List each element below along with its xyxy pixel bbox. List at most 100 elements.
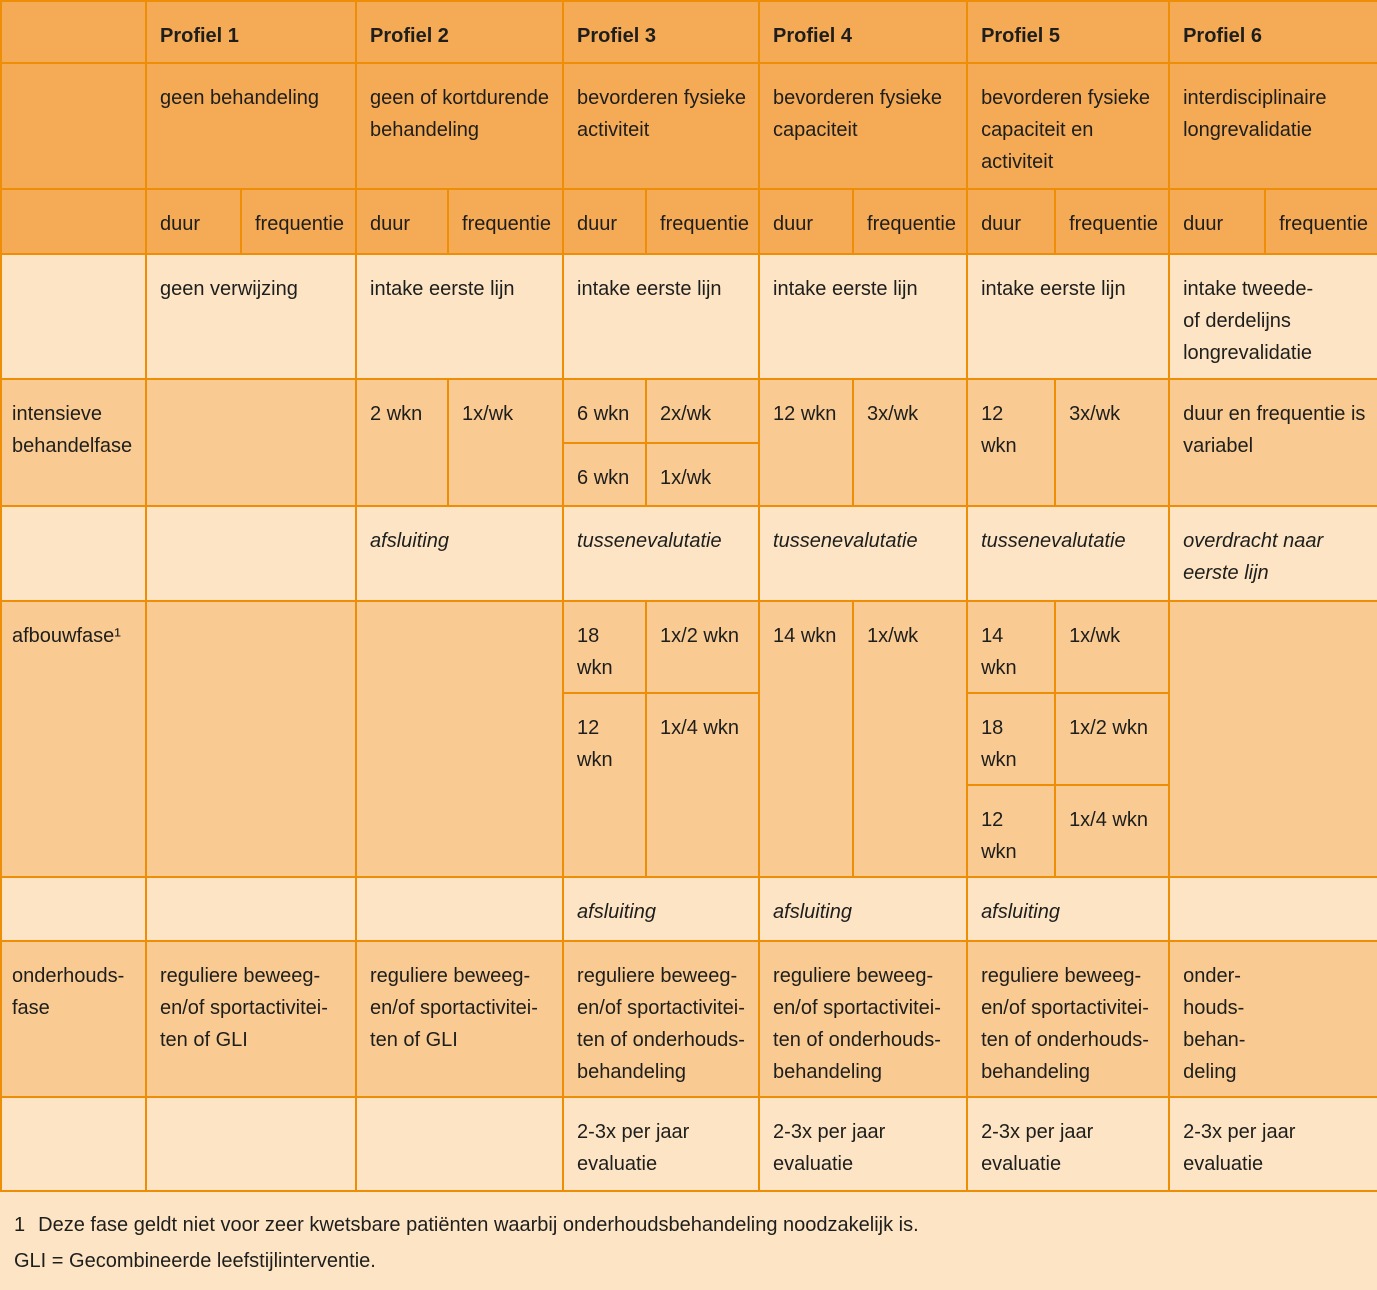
row-jaarlijkse-evaluatie: 2-3x per jaar evaluatie 2-3x per jaar ev… bbox=[0, 1096, 1377, 1192]
p3-intensief-frequentie-2: 1x/wk bbox=[645, 442, 761, 507]
p5-afbouw-duur-3: 12 wkn bbox=[966, 784, 1057, 878]
profiel-6-header: Profiel 6 bbox=[1168, 0, 1377, 64]
cell-empty bbox=[0, 505, 147, 602]
profiel-5-header: Profiel 5 bbox=[966, 0, 1171, 64]
profiel-4-description: bevorderen fysieke capaciteit bbox=[758, 62, 969, 190]
p5-afbouw-duur-2: 18 wkn bbox=[966, 692, 1057, 786]
p3-afsluiting: afsluiting bbox=[562, 876, 761, 942]
label-intensieve-behandelfase: intensieve behandelfase bbox=[0, 378, 147, 507]
p5-intensief-duur: 12 wkn bbox=[966, 378, 1057, 507]
p4-duur-header: duur bbox=[758, 188, 855, 255]
p3-afbouw-frequentie-1: 1x/2 wkn bbox=[645, 600, 761, 694]
p4-onderhoud: reguliere beweeg- en/of sportactivitei- … bbox=[758, 940, 969, 1098]
footnote-area: 1 Deze fase geldt niet voor zeer kwetsbar… bbox=[0, 1192, 1377, 1290]
p5-afbouw-frequentie-3: 1x/4 wkn bbox=[1054, 784, 1171, 878]
p5-frequentie-header: frequentie bbox=[1054, 188, 1171, 255]
p6-evaluatie2-empty bbox=[1168, 876, 1377, 942]
header-row-descriptions: geen behandeling geen of kortdurende beh… bbox=[0, 62, 1377, 190]
treatment-profiles-table: Profiel 1 Profiel 2 Profiel 3 Profiel 4 … bbox=[0, 0, 1377, 1192]
p6-duur-header: duur bbox=[1168, 188, 1267, 255]
p3-duur-header: duur bbox=[562, 188, 648, 255]
p2-intensief-duur: 2 wkn bbox=[355, 378, 450, 507]
p5-intensief-frequentie: 3x/wk bbox=[1054, 378, 1171, 507]
p1-evaluatie3-empty bbox=[144, 1096, 358, 1192]
p2-evaluatie2-empty bbox=[355, 876, 565, 942]
footnote-2-text: GLI = Gecombineerde leefstijlinterventie… bbox=[14, 1249, 376, 1272]
profiel-4-header: Profiel 4 bbox=[758, 0, 969, 64]
p4-afbouw-duur: 14 wkn bbox=[758, 600, 855, 878]
p6-evaluatie3: 2-3x per jaar evaluatie bbox=[1168, 1096, 1377, 1192]
p3-onderhoud: reguliere beweeg- en/of sportactivitei- … bbox=[562, 940, 761, 1098]
p5-duur-header: duur bbox=[966, 188, 1057, 255]
row-intake: geen verwijzing intake eerste lijn intak… bbox=[0, 253, 1377, 380]
label-afbouwfase: afbouwfase¹ bbox=[0, 600, 147, 878]
p3-intensief-frequentie-1: 2x/wk bbox=[645, 378, 761, 444]
profiel-3-description: bevorderen fysieke activiteit bbox=[562, 62, 761, 190]
cell-empty bbox=[0, 253, 147, 380]
row-afbouwfase-sub3: 12 wkn 1x/4 wkn bbox=[1, 784, 1377, 878]
p1-onderhoud: reguliere beweeg- en/of sportactivitei- … bbox=[144, 940, 358, 1098]
p5-onderhoud: reguliere beweeg- en/of sportactivitei- … bbox=[966, 940, 1171, 1098]
label-onderhoudsfase: onderhouds- fase bbox=[0, 940, 147, 1098]
profiel-3-header: Profiel 3 bbox=[562, 0, 761, 64]
p2-onderhoud: reguliere beweeg- en/of sportactivitei- … bbox=[355, 940, 565, 1098]
p2-duur-header: duur bbox=[355, 188, 450, 255]
p6-frequentie-header: frequentie bbox=[1264, 188, 1377, 255]
p3-afbouw-duur-2: 12 wkn bbox=[562, 692, 648, 878]
p5-tussenevalutatie: tussenevalutatie bbox=[966, 505, 1171, 602]
profiel-2-header: Profiel 2 bbox=[355, 0, 565, 64]
p1-intake: geen verwijzing bbox=[144, 253, 358, 380]
p6-intake: intake tweede- of derdelijns longrevalid… bbox=[1168, 253, 1377, 380]
p4-afsluiting: afsluiting bbox=[758, 876, 969, 942]
p3-afbouw-duur-1: 18 wkn bbox=[562, 600, 648, 694]
profiel-1-description: geen behandeling bbox=[144, 62, 358, 190]
header-row-titles: Profiel 1 Profiel 2 Profiel 3 Profiel 4 … bbox=[0, 0, 1377, 64]
p4-intake: intake eerste lijn bbox=[758, 253, 969, 380]
p4-frequentie-header: frequentie bbox=[852, 188, 969, 255]
row-tussenevaluatie: afsluiting tussenevalutatie tussenevalut… bbox=[0, 505, 1377, 602]
footnote-1-text: Deze fase geldt niet voor zeer kwetsbare… bbox=[38, 1214, 919, 1236]
p6-afbouw-empty bbox=[1168, 600, 1377, 878]
p5-afbouw-frequentie-1: 1x/wk bbox=[1054, 600, 1171, 694]
p5-afsluiting: afsluiting bbox=[966, 876, 1171, 942]
p2-afsluiting: afsluiting bbox=[355, 505, 565, 602]
p5-evaluatie3: 2-3x per jaar evaluatie bbox=[966, 1096, 1171, 1192]
footnote-2: GLI = Gecombineerde leefstijlinterventie… bbox=[14, 1244, 1367, 1280]
p2-intensief-frequentie: 1x/wk bbox=[447, 378, 565, 507]
p4-evaluatie3: 2-3x per jaar evaluatie bbox=[758, 1096, 969, 1192]
p6-intensief-note: duur en frequentie is variabel bbox=[1168, 378, 1377, 507]
p3-intensief-duur-1: 6 wkn bbox=[562, 378, 648, 444]
cell-empty bbox=[0, 62, 147, 190]
p1-evaluatie1-empty bbox=[144, 505, 358, 602]
profiel-5-description: bevorderen fysieke capaciteit en activit… bbox=[966, 62, 1171, 190]
p6-overdracht: overdracht naar eerste lijn bbox=[1168, 505, 1377, 602]
row-afbouwfase: afbouwfase¹ 18 wkn 1x/2 wkn 14 wkn 1x/wk… bbox=[0, 600, 1377, 878]
profiel-6-description: interdisciplinaire longrevalidatie bbox=[1168, 62, 1377, 190]
p2-evaluatie3-empty bbox=[355, 1096, 565, 1192]
p3-intensief-duur-2: 6 wkn bbox=[562, 442, 648, 507]
p3-intake: intake eerste lijn bbox=[562, 253, 761, 380]
row-onderhoudsfase: onderhouds- fase reguliere beweeg- en/of… bbox=[0, 940, 1377, 1098]
p5-afbouw-duur-1: 14 wkn bbox=[966, 600, 1057, 694]
cell-empty bbox=[0, 1096, 147, 1192]
row-intensieve-behandelfase-sub: 6 wkn 1x/wk bbox=[1, 442, 1377, 507]
profiel-1-header: Profiel 1 bbox=[144, 0, 358, 64]
p1-intensief-empty bbox=[144, 378, 358, 507]
p3-evaluatie3: 2-3x per jaar evaluatie bbox=[562, 1096, 761, 1192]
p1-evaluatie2-empty bbox=[144, 876, 358, 942]
p6-onderhoud: onder- houds- behan- deling bbox=[1168, 940, 1377, 1098]
p4-intensief-duur: 12 wkn bbox=[758, 378, 855, 507]
cell-empty bbox=[0, 188, 147, 255]
profiel-2-description: geen of kortdurende behandeling bbox=[355, 62, 565, 190]
p2-intake: intake eerste lijn bbox=[355, 253, 565, 380]
row-afsluiting: afsluiting afsluiting afsluiting bbox=[0, 876, 1377, 942]
cell-corner-empty bbox=[0, 0, 147, 64]
p3-tussenevalutatie: tussenevalutatie bbox=[562, 505, 761, 602]
p1-afbouw-empty bbox=[144, 600, 358, 878]
row-intensieve-behandelfase: intensieve behandelfase 2 wkn 1x/wk 6 wk… bbox=[0, 378, 1377, 507]
p5-afbouw-frequentie-2: 1x/2 wkn bbox=[1054, 692, 1171, 786]
p3-afbouw-frequentie-2: 1x/4 wkn bbox=[645, 692, 761, 878]
p4-afbouw-frequentie: 1x/wk bbox=[852, 600, 969, 878]
p1-duur-header: duur bbox=[145, 188, 242, 255]
row-afbouwfase-sub2: 12 wkn 1x/4 wkn 18 wkn 1x/2 wkn bbox=[1, 692, 1377, 878]
